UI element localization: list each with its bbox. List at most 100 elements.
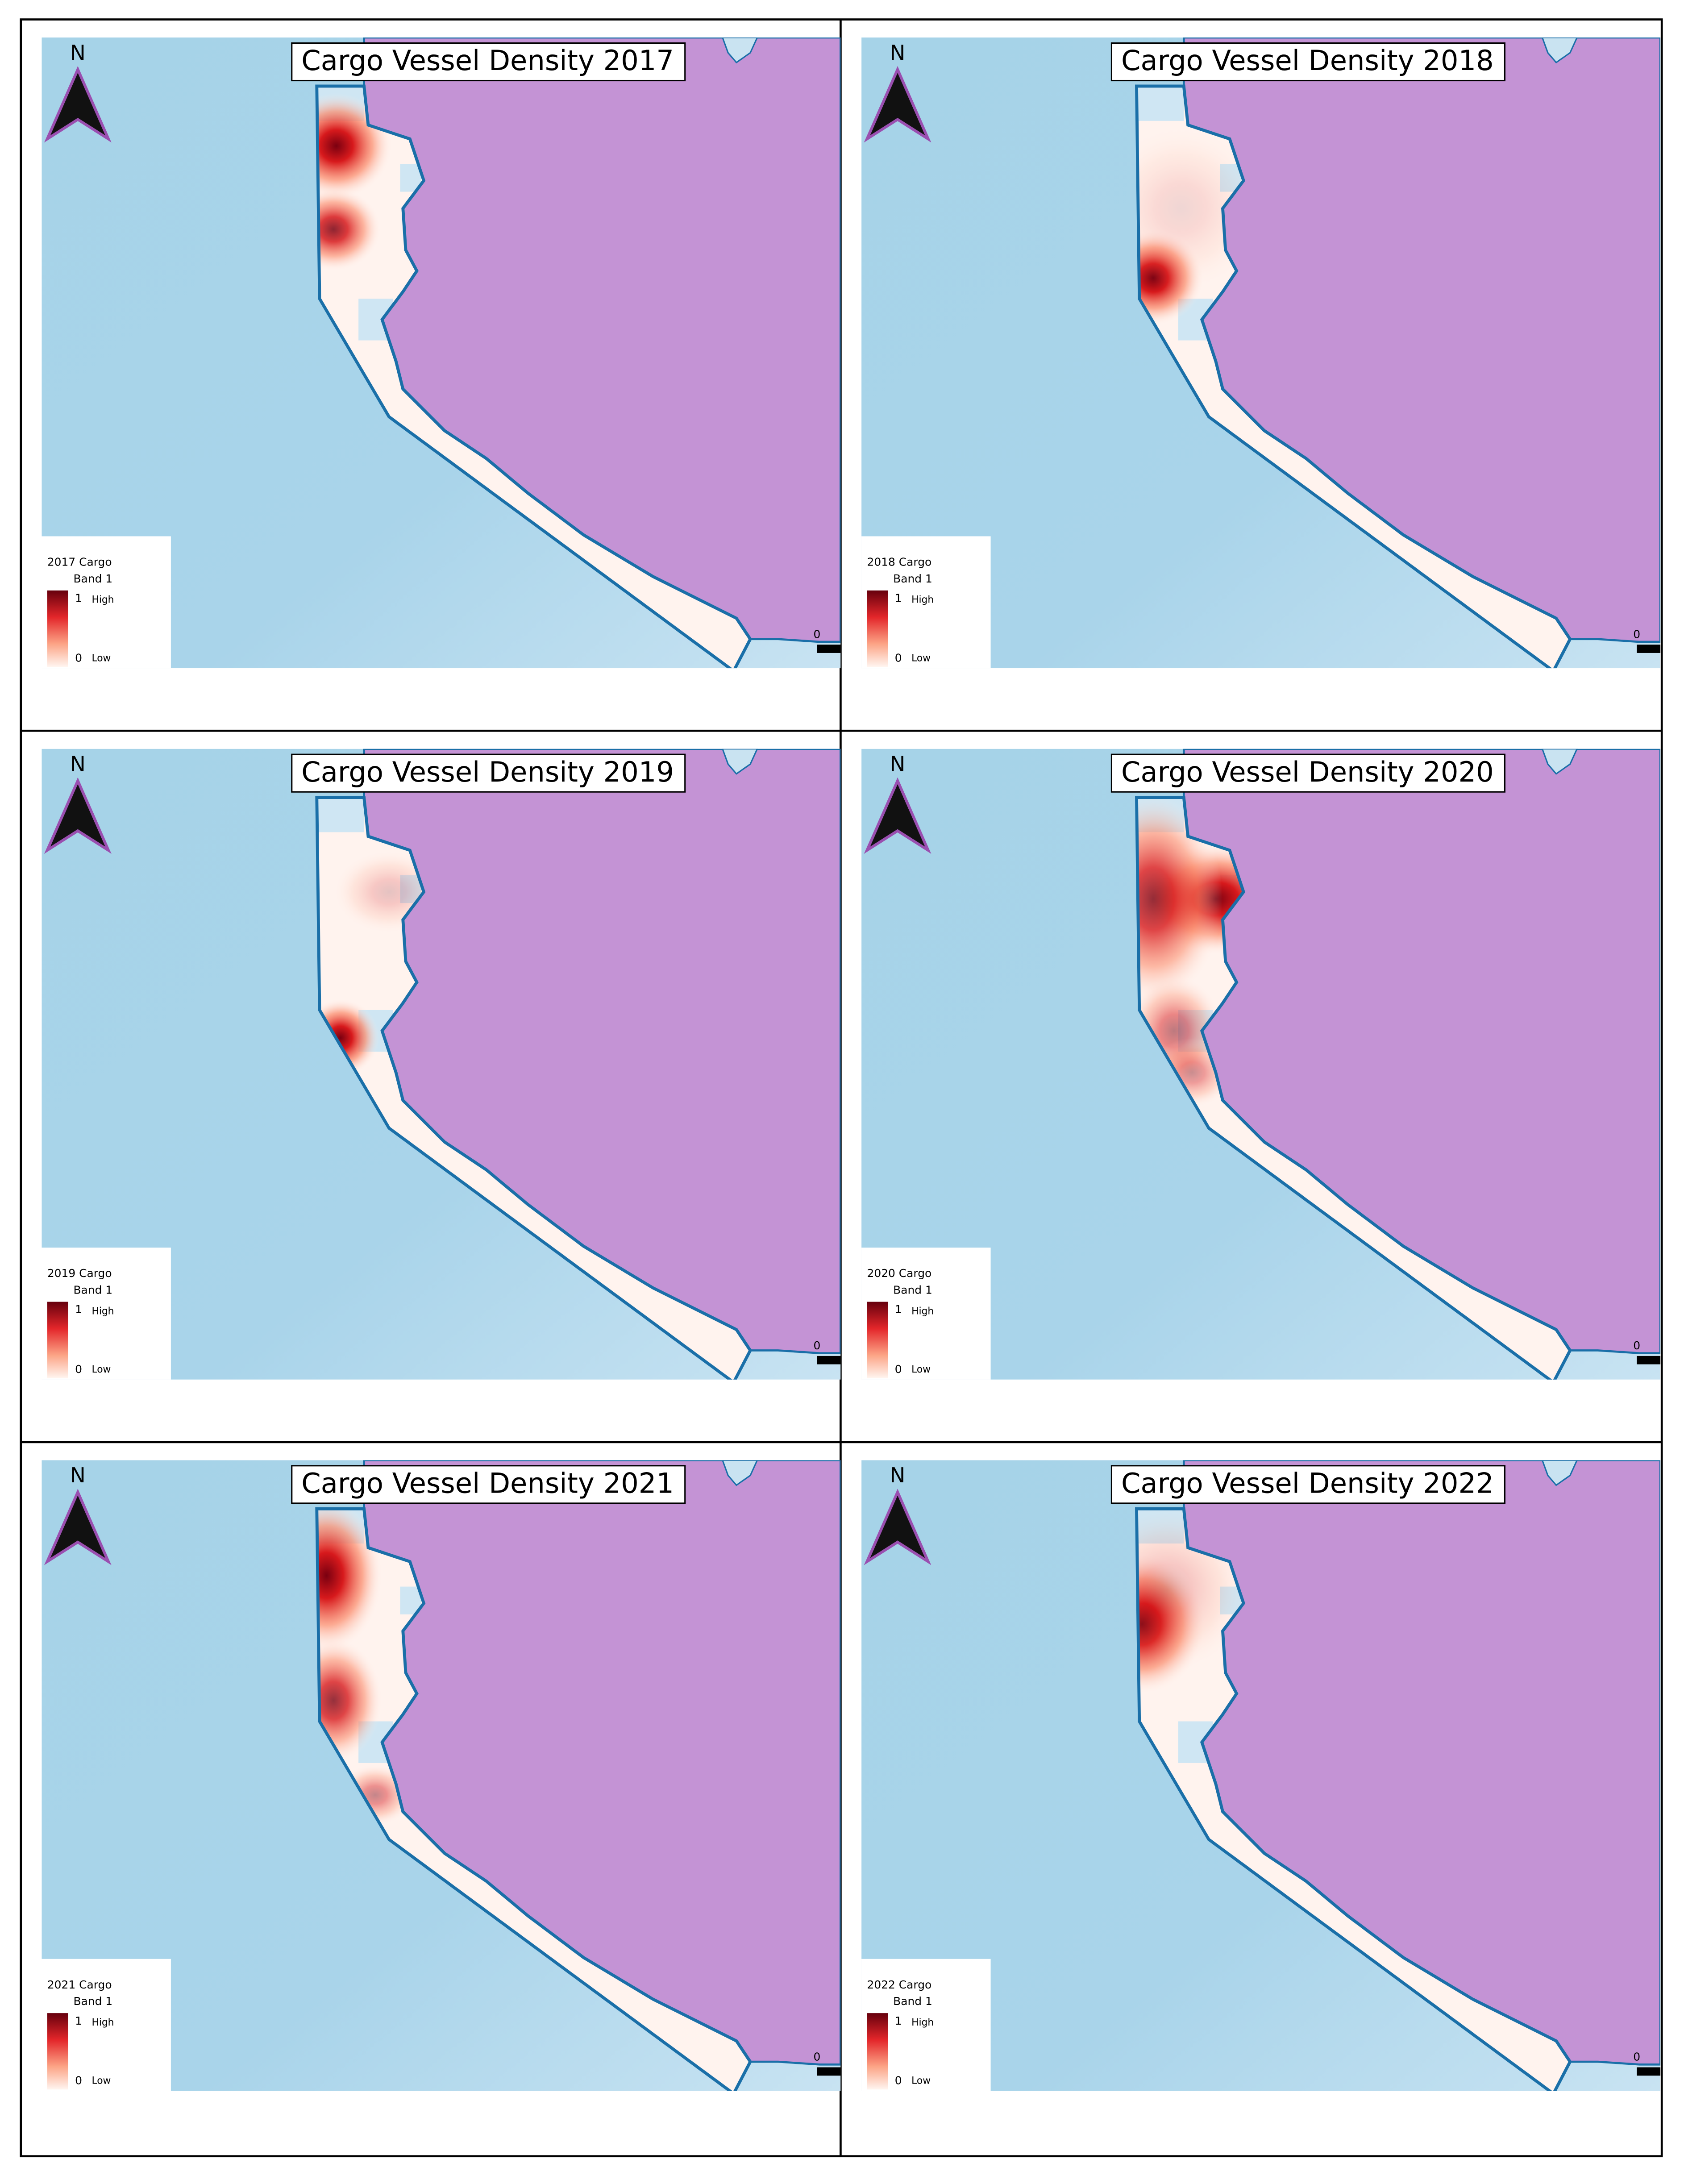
map-panel: Cargo Vessel Density 2020 N 2020 Cargo Band… bbox=[861, 749, 1661, 1380]
legend-high-label: High bbox=[911, 2017, 934, 2028]
scale-bar bbox=[1637, 1356, 1661, 1364]
legend-low-label: Low bbox=[911, 653, 931, 664]
map-body bbox=[42, 1460, 841, 2091]
map-body bbox=[42, 37, 841, 669]
legend-band: Band 1 bbox=[73, 1995, 112, 2008]
map-title: Cargo Vessel Density 2022 bbox=[1121, 1467, 1494, 1499]
island bbox=[722, 1460, 758, 1486]
map-panel: Cargo Vessel Density 2017 N 2017 Cargo Band… bbox=[42, 37, 841, 669]
north-label: N bbox=[890, 1464, 906, 1488]
map-title: Cargo Vessel Density 2019 bbox=[301, 756, 674, 788]
scale-label: 0 bbox=[814, 2051, 821, 2063]
legend-title: 2020 Cargo bbox=[867, 1267, 932, 1280]
north-label: N bbox=[70, 1464, 86, 1488]
map-panel: Cargo Vessel Density 2018 N 2018 Cargo Band… bbox=[861, 37, 1661, 669]
density-hotspot bbox=[316, 93, 392, 199]
scale-label: 0 bbox=[814, 628, 821, 641]
map-panel: Cargo Vessel Density 2022 N 2022 Cargo Band… bbox=[861, 1460, 1661, 2091]
north-label: N bbox=[70, 753, 86, 777]
scale-label: 0 bbox=[1633, 628, 1640, 641]
title-box bbox=[291, 42, 686, 82]
map-title: Cargo Vessel Density 2020 bbox=[1121, 756, 1494, 788]
title-box bbox=[291, 1465, 686, 1504]
legend-title: 2022 Cargo bbox=[867, 1978, 932, 1991]
heat-layer bbox=[316, 1509, 421, 1826]
legend-band: Band 1 bbox=[893, 1995, 932, 2008]
north-arrow bbox=[864, 66, 931, 143]
legend-low-label: Low bbox=[91, 653, 111, 664]
north-arrow bbox=[44, 66, 112, 143]
legend-ramp bbox=[867, 1302, 888, 1378]
north-arrow bbox=[864, 777, 931, 854]
legend-low-value: 0 bbox=[75, 1363, 82, 1376]
legend-high-value: 1 bbox=[895, 1303, 902, 1316]
density-hotspot bbox=[316, 187, 381, 271]
legend-high-value: 1 bbox=[75, 2014, 82, 2027]
island bbox=[1541, 749, 1578, 775]
zone-fill bbox=[316, 797, 751, 1380]
island bbox=[722, 37, 758, 64]
grid-cell bbox=[1136, 86, 1184, 121]
legend-title: 2018 Cargo bbox=[867, 556, 932, 569]
scale-label: 0 bbox=[1633, 1339, 1640, 1352]
density-hotspot bbox=[316, 1509, 383, 1652]
legend-band: Band 1 bbox=[893, 1284, 932, 1297]
heat-layer bbox=[316, 86, 421, 341]
legend-high-label: High bbox=[91, 2017, 114, 2028]
legend-low-label: Low bbox=[911, 2076, 931, 2087]
north-arrow bbox=[44, 1489, 112, 1565]
island bbox=[722, 749, 758, 775]
legend-high-value: 1 bbox=[895, 592, 902, 605]
legend-low-value: 0 bbox=[895, 2074, 902, 2087]
scale-bar bbox=[817, 2067, 841, 2076]
legend-high-label: High bbox=[911, 595, 934, 606]
map-title: Cargo Vessel Density 2018 bbox=[1121, 44, 1494, 77]
title-box bbox=[291, 753, 686, 793]
scale-label: 0 bbox=[1633, 2051, 1640, 2063]
legend-band: Band 1 bbox=[893, 572, 932, 585]
map-title: Cargo Vessel Density 2021 bbox=[301, 1467, 674, 1499]
density-hotspot bbox=[1136, 797, 1223, 1003]
zone-boundary bbox=[1135, 84, 1572, 669]
title-box bbox=[1110, 42, 1505, 82]
legend-ramp bbox=[47, 590, 68, 667]
zone-boundary bbox=[315, 796, 753, 1380]
legend-title: 2017 Cargo bbox=[47, 556, 112, 569]
grid-cell bbox=[316, 797, 364, 832]
legend-low-label: Low bbox=[911, 1364, 931, 1375]
zone-boundary bbox=[1135, 1507, 1572, 2091]
legend-low-value: 0 bbox=[75, 651, 82, 664]
scale-bar bbox=[1637, 645, 1661, 653]
legend-title: 2019 Cargo bbox=[47, 1267, 112, 1280]
map-body bbox=[861, 1460, 1661, 2091]
legend-high-label: High bbox=[91, 1306, 114, 1317]
legend-low-label: Low bbox=[91, 1364, 111, 1375]
north-label: N bbox=[70, 41, 86, 65]
title-box bbox=[1110, 1465, 1505, 1504]
zone-boundary bbox=[315, 84, 753, 669]
map-body bbox=[42, 749, 841, 1380]
island bbox=[1541, 1460, 1578, 1486]
legend-high-label: High bbox=[911, 1306, 934, 1317]
legend-band: Band 1 bbox=[73, 572, 112, 585]
map-body bbox=[861, 749, 1661, 1380]
north-arrow bbox=[44, 777, 112, 854]
map-body bbox=[861, 37, 1661, 669]
density-hotspot bbox=[316, 1638, 383, 1763]
scale-bar bbox=[817, 1356, 841, 1364]
legend-ramp bbox=[47, 2013, 68, 2090]
legend-low-value: 0 bbox=[895, 651, 902, 664]
legend-title: 2021 Cargo bbox=[47, 1978, 112, 1991]
zone-boundary bbox=[1135, 796, 1572, 1380]
map-title: Cargo Vessel Density 2017 bbox=[301, 44, 674, 77]
island bbox=[1541, 37, 1578, 64]
legend-high-value: 1 bbox=[75, 1303, 82, 1316]
zone-boundary bbox=[315, 1507, 753, 2091]
north-arrow bbox=[864, 1489, 931, 1565]
legend-ramp bbox=[47, 1302, 68, 1378]
map-panel: Cargo Vessel Density 2019 N 2019 Cargo Band… bbox=[42, 749, 841, 1380]
scale-label: 0 bbox=[814, 1339, 821, 1352]
legend-low-label: Low bbox=[91, 2076, 111, 2087]
